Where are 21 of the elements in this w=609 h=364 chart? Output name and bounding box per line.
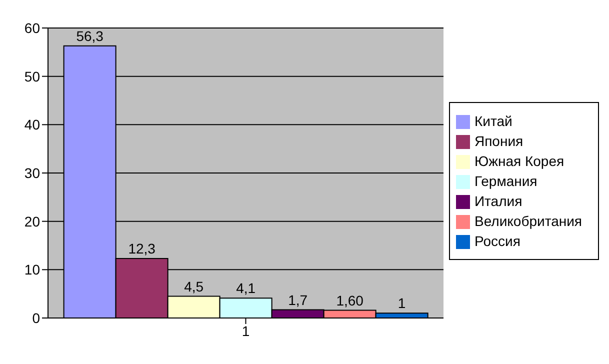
legend-label: Италия <box>474 192 522 208</box>
legend-label: Южная Корея <box>474 152 564 168</box>
y-tick-label: 0 <box>32 310 40 326</box>
y-tick-label: 40 <box>24 116 40 133</box>
y-tick-label: 10 <box>24 262 40 278</box>
y-tick-label: 60 <box>24 20 40 36</box>
data-label: 1,60 <box>336 292 364 308</box>
y-tick-label: 30 <box>24 164 40 181</box>
data-label: 1 <box>398 295 406 312</box>
data-label: 4,1 <box>236 280 256 296</box>
legend-label: Великобритания <box>474 212 582 228</box>
data-label: 1,7 <box>288 292 308 308</box>
data-label: 12,3 <box>128 240 156 257</box>
y-tick-label: 20 <box>24 213 40 230</box>
y-tick-label: 50 <box>24 68 40 84</box>
legend-label: Германия <box>474 172 538 188</box>
legend-label: Япония <box>474 132 524 148</box>
data-label: 56,3 <box>76 28 104 44</box>
legend-label: Россия <box>474 232 520 248</box>
legend-label: Китай <box>474 112 512 128</box>
data-label: 4,5 <box>184 278 204 294</box>
